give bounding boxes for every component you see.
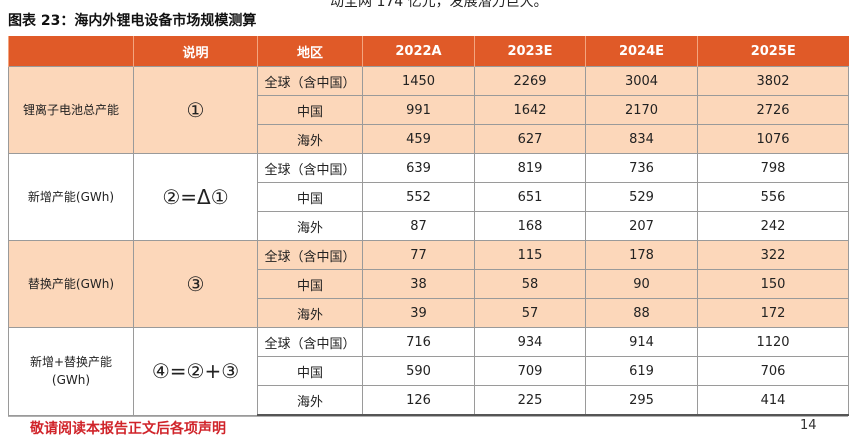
region-cell: 全球（含中国） bbox=[257, 153, 363, 183]
table-row: 海外 459 627 834 1076 bbox=[9, 124, 849, 154]
header-row: 说明 地区 2022A 2023E 2024E 2025E bbox=[8, 36, 849, 67]
group-label: 新增+替换产能(GWh) bbox=[8, 327, 134, 416]
footer: 敬请阅读本报告正文后各项声明 bbox=[30, 421, 226, 437]
value-cell: 627 bbox=[474, 124, 586, 154]
group-note: ③ bbox=[133, 240, 258, 328]
value-cell: 58 bbox=[474, 269, 586, 299]
value-cell: 914 bbox=[585, 327, 698, 357]
value-cell: 834 bbox=[585, 124, 698, 154]
value-cell: 798 bbox=[697, 153, 849, 183]
table-row: 新增+替换产能(GWh) ④=②+③ 全球（含中国） 716 934 914 1120 bbox=[8, 327, 849, 416]
value-cell: 3802 bbox=[697, 66, 849, 96]
group-label: 锂离子电池总产能 bbox=[8, 66, 134, 154]
value-cell: 1076 bbox=[697, 124, 849, 154]
group-label: 替换产能(GWh) bbox=[8, 240, 134, 328]
table-row: 中国 552 651 529 556 bbox=[9, 182, 849, 212]
value-cell: 934 bbox=[474, 327, 586, 357]
header-cell: 2022A bbox=[362, 36, 475, 67]
footer-rule bbox=[8, 416, 848, 417]
value-cell: 322 bbox=[697, 240, 849, 270]
region-cell: 海外 bbox=[257, 124, 363, 154]
group-note: ① bbox=[133, 66, 258, 154]
table-row: 替换产能(GWh) ③ 全球（含中国） 77 115 178 322 bbox=[8, 240, 849, 328]
value-cell: 819 bbox=[474, 153, 586, 183]
value-cell: 3004 bbox=[585, 66, 698, 96]
table-row: 锂离子电池总产能 ① 全球（含中国） 1450 2269 3004 3802 bbox=[8, 66, 849, 154]
region-cell: 海外 bbox=[257, 298, 363, 328]
value-cell: 2726 bbox=[697, 95, 849, 125]
value-cell: 651 bbox=[474, 182, 586, 212]
group-label: 新增产能(GWh) bbox=[8, 153, 134, 241]
value-cell: 57 bbox=[474, 298, 586, 328]
value-cell: 126 bbox=[362, 385, 475, 416]
table-row: 中国 991 1642 2170 2726 bbox=[9, 95, 849, 125]
value-cell: 639 bbox=[362, 153, 475, 183]
value-cell: 459 bbox=[362, 124, 475, 154]
header-cell: 2024E bbox=[585, 36, 698, 67]
value-cell: 529 bbox=[585, 182, 698, 212]
value-cell: 172 bbox=[697, 298, 849, 328]
table-row: 新增产能(GWh) ②=Δ① 全球（含中国） 639 819 736 798 bbox=[8, 153, 849, 241]
value-cell: 590 bbox=[362, 356, 475, 386]
value-cell: 178 bbox=[585, 240, 698, 270]
header-cell: 2025E bbox=[697, 36, 849, 67]
page-number: 14 bbox=[800, 418, 817, 433]
value-cell: 991 bbox=[362, 95, 475, 125]
region-cell: 海外 bbox=[257, 211, 363, 241]
value-cell: 552 bbox=[362, 182, 475, 212]
value-cell: 2269 bbox=[474, 66, 586, 96]
group-note: ④=②+③ bbox=[133, 327, 258, 416]
value-cell: 1642 bbox=[474, 95, 586, 125]
table-row: 海外 87 168 207 242 bbox=[9, 211, 849, 241]
value-cell: 168 bbox=[474, 211, 586, 241]
table-row: 海外 126 225 295 414 bbox=[9, 385, 849, 416]
region-cell: 海外 bbox=[257, 385, 363, 416]
value-cell: 150 bbox=[697, 269, 849, 299]
value-cell: 242 bbox=[697, 211, 849, 241]
value-cell: 706 bbox=[697, 356, 849, 386]
data-table: 说明 地区 2022A 2023E 2024E 2025E 锂离子电池总产能 ① 全球（含中国… bbox=[8, 36, 849, 416]
region-cell: 中国 bbox=[257, 356, 363, 386]
page: 动全网 174 亿元，发展潜力巨大。 图表 23：海内外锂电设备市场规模测算 说… bbox=[8, 0, 849, 437]
value-cell: 414 bbox=[697, 385, 849, 416]
header-cell: 地区 bbox=[257, 36, 363, 67]
region-cell: 中国 bbox=[257, 182, 363, 212]
value-cell: 2170 bbox=[585, 95, 698, 125]
value-cell: 556 bbox=[697, 182, 849, 212]
header-cell: 2023E bbox=[474, 36, 586, 67]
value-cell: 709 bbox=[474, 356, 586, 386]
value-cell: 38 bbox=[362, 269, 475, 299]
intro-text: 动全网 174 亿元，发展潜力巨大。 bbox=[330, 0, 548, 10]
table-row: 中国 38 58 90 150 bbox=[9, 269, 849, 299]
value-cell: 88 bbox=[585, 298, 698, 328]
value-cell: 87 bbox=[362, 211, 475, 241]
table-title: 图表 23：海内外锂电设备市场规模测算 bbox=[8, 13, 257, 29]
value-cell: 736 bbox=[585, 153, 698, 183]
header-cell bbox=[8, 36, 134, 67]
value-cell: 295 bbox=[585, 385, 698, 416]
value-cell: 207 bbox=[585, 211, 698, 241]
header-cell: 说明 bbox=[133, 36, 258, 67]
value-cell: 90 bbox=[585, 269, 698, 299]
value-cell: 115 bbox=[474, 240, 586, 270]
value-cell: 619 bbox=[585, 356, 698, 386]
value-cell: 77 bbox=[362, 240, 475, 270]
value-cell: 39 bbox=[362, 298, 475, 328]
region-cell: 全球（含中国） bbox=[257, 327, 363, 357]
group-note: ②=Δ① bbox=[133, 153, 258, 241]
table-row: 海外 39 57 88 172 bbox=[9, 298, 849, 328]
region-cell: 中国 bbox=[257, 269, 363, 299]
value-cell: 716 bbox=[362, 327, 475, 357]
region-cell: 全球（含中国） bbox=[257, 240, 363, 270]
value-cell: 1450 bbox=[362, 66, 475, 96]
table-row: 中国 590 709 619 706 bbox=[9, 356, 849, 386]
value-cell: 1120 bbox=[697, 327, 849, 357]
region-cell: 中国 bbox=[257, 95, 363, 125]
value-cell: 225 bbox=[474, 385, 586, 416]
region-cell: 全球（含中国） bbox=[257, 66, 363, 96]
